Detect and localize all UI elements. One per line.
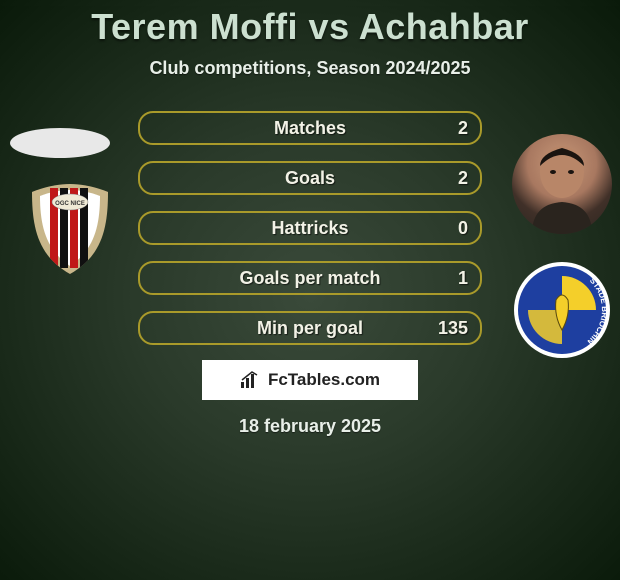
page-title: Terem Moffi vs Achahbar: [0, 6, 620, 48]
stat-label: Hattricks: [271, 218, 348, 239]
stat-bar-hattricks: Hattricks 0: [138, 211, 482, 245]
club-left-crest: OGC NICE: [20, 178, 120, 278]
player-left-avatar: [10, 128, 110, 158]
stat-bar-gpm: Goals per match 1: [138, 261, 482, 295]
stat-bar-mpg: Min per goal 135: [138, 311, 482, 345]
club-right-crest: STADE BRIOCHIN: [512, 260, 612, 360]
chart-icon: [240, 371, 262, 389]
stat-value: 135: [438, 318, 468, 339]
stat-label: Goals: [285, 168, 335, 189]
stat-bar-matches: Matches 2: [138, 111, 482, 145]
subtitle: Club competitions, Season 2024/2025: [0, 58, 620, 79]
svg-text:OGC NICE: OGC NICE: [55, 201, 85, 207]
stat-value: 1: [458, 268, 468, 289]
stat-label: Min per goal: [257, 318, 363, 339]
stat-label: Goals per match: [239, 268, 380, 289]
date-text: 18 february 2025: [0, 416, 620, 437]
stat-value: 2: [458, 168, 468, 189]
stat-value: 0: [458, 218, 468, 239]
stat-value: 2: [458, 118, 468, 139]
player-right-avatar: [512, 134, 612, 234]
stat-label: Matches: [274, 118, 346, 139]
stat-bar-goals: Goals 2: [138, 161, 482, 195]
brand-text: FcTables.com: [268, 370, 380, 390]
brand-badge: FcTables.com: [202, 360, 418, 400]
